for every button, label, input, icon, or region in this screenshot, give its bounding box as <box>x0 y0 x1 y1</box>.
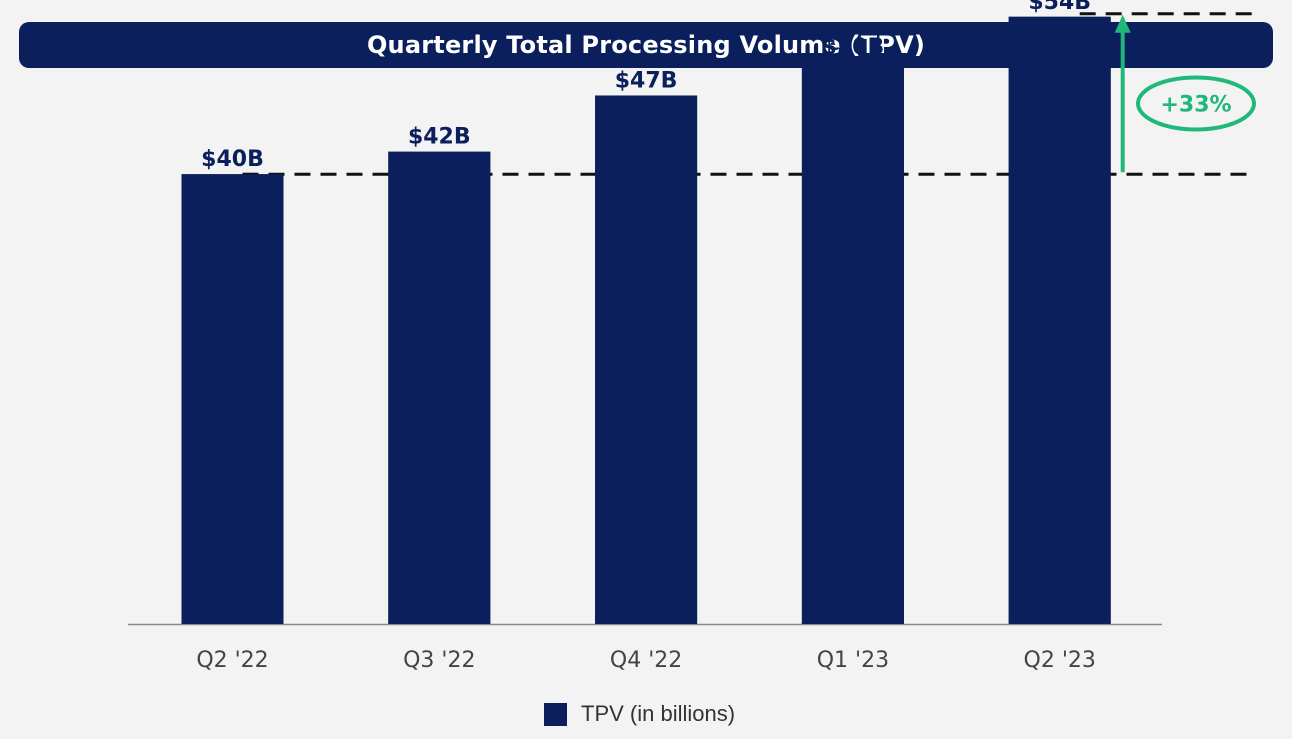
bar-chart: $40B $42B $47B $50B $54B Q2 '22 Q3 '22 Q4 '22 Q1… <box>128 0 1256 673</box>
legend-swatch <box>544 702 567 726</box>
value-label-2: $42B <box>408 125 471 150</box>
bar-overlay-5 <box>1008 16 1111 624</box>
value-label-1: $40B <box>201 147 264 172</box>
bar-overlay-3 <box>595 95 698 625</box>
value-label-4: $50B <box>822 35 885 60</box>
value-label-3: $47B <box>615 68 678 93</box>
growth-label: +33% <box>1160 92 1231 117</box>
category-label-4: Q1 '23 <box>817 648 889 673</box>
category-label-1: Q2 '22 <box>196 648 268 673</box>
category-label-3: Q4 '22 <box>610 648 682 673</box>
growth-arrow-head <box>1114 14 1131 33</box>
bar-overlay-1 <box>181 174 284 624</box>
growth-badge <box>1136 75 1256 132</box>
chart-title: Quarterly Total Processing Volume (TPV) <box>366 31 926 59</box>
value-label-5: $54B <box>1028 0 1091 15</box>
bar-overlay-2 <box>388 151 491 624</box>
bar-overlay-4 <box>801 61 904 624</box>
legend: TPV (in billions) <box>544 701 735 727</box>
category-label-2: Q3 '22 <box>403 648 475 673</box>
category-label-5: Q2 '23 <box>1024 648 1096 673</box>
legend-label: TPV (in billions) <box>581 701 736 726</box>
